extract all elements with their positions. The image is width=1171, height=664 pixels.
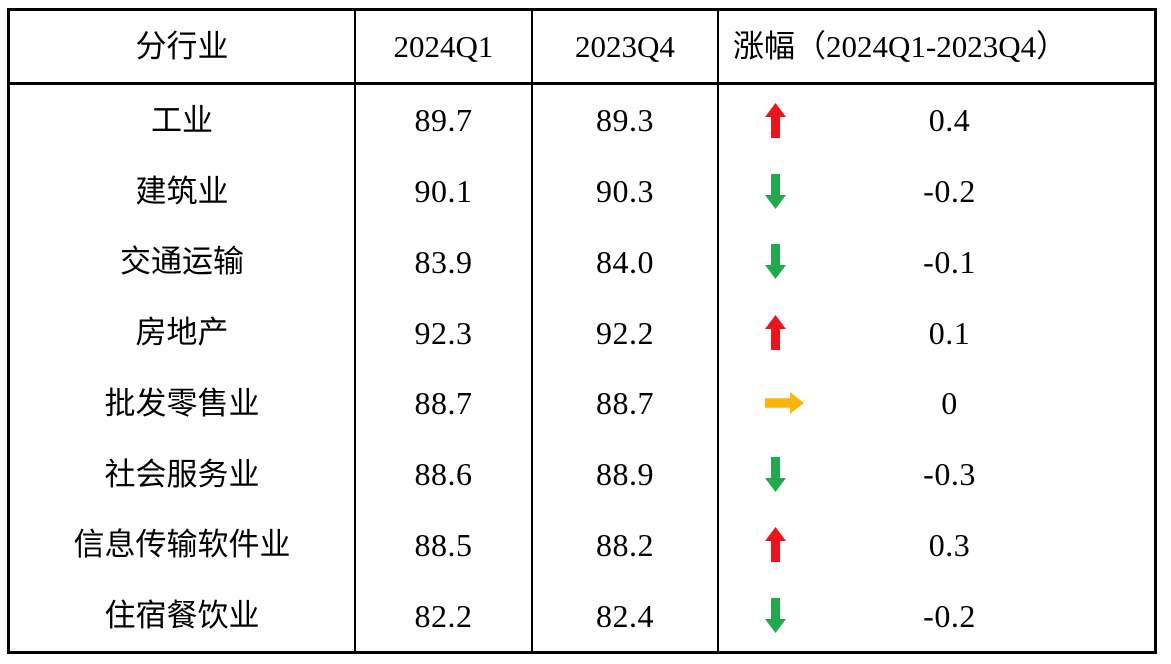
value-2024q1: 92.3 — [356, 297, 533, 368]
industry-label: 住宿餐饮业 — [10, 580, 356, 651]
change-value: -0.3 — [923, 456, 976, 493]
change-value: 0.1 — [928, 314, 971, 351]
arrow-slot — [765, 315, 805, 351]
table-row: 建筑业 90.1 90.3 -0.2 — [10, 155, 1154, 227]
change-cell: 0.4 — [719, 85, 1154, 156]
change-value: -0.2 — [923, 173, 976, 210]
down-arrow-icon — [765, 244, 786, 280]
table-row: 房地产 92.3 92.2 0.1 — [10, 297, 1154, 368]
header-2023q4: 2023Q4 — [533, 11, 719, 82]
value-2023q4: 84.0 — [533, 226, 719, 298]
table-row: 信息传输软件业 88.5 88.2 0.3 — [10, 509, 1154, 581]
change-value: 0.3 — [928, 526, 971, 563]
arrow-slot — [765, 244, 805, 280]
table-row: 社会服务业 88.6 88.9 -0.3 — [10, 438, 1154, 510]
change-cell: -0.2 — [719, 156, 1154, 227]
change-cell: -0.1 — [719, 227, 1154, 298]
header-2024q1: 2024Q1 — [356, 11, 533, 82]
right-arrow-icon — [765, 392, 804, 415]
change-value: -0.1 — [923, 243, 976, 280]
value-2023q4: 89.3 — [533, 85, 719, 156]
industry-label: 信息传输软件业 — [10, 509, 356, 581]
change-value: -0.2 — [923, 597, 976, 634]
up-arrow-icon — [765, 315, 786, 351]
arrow-slot — [765, 598, 805, 634]
change-value: 0.4 — [928, 102, 971, 139]
arrow-slot — [765, 527, 805, 563]
down-arrow-icon — [765, 173, 786, 209]
change-value: 0 — [941, 385, 958, 422]
up-arrow-icon — [765, 102, 786, 138]
industry-label: 房地产 — [10, 297, 356, 368]
arrow-slot — [765, 173, 805, 209]
value-2023q4: 92.2 — [533, 297, 719, 368]
arrow-slot — [765, 392, 805, 415]
header-change: 涨幅（2024Q1-2023Q4） — [733, 29, 1068, 64]
table-header-row: 分行业 2024Q1 2023Q4 涨幅（2024Q1-2023Q4） — [10, 11, 1154, 85]
value-2024q1: 90.1 — [356, 155, 533, 227]
value-2024q1: 82.2 — [356, 580, 533, 651]
industry-label: 工业 — [10, 85, 356, 156]
value-2024q1: 89.7 — [356, 85, 533, 156]
value-2023q4: 88.9 — [533, 438, 719, 510]
industry-label: 社会服务业 — [10, 438, 356, 510]
industry-label: 建筑业 — [10, 155, 356, 227]
table-row: 工业 89.7 89.3 0.4 — [10, 85, 1154, 156]
value-2023q4: 88.2 — [533, 509, 719, 581]
change-cell: 0.3 — [719, 510, 1154, 581]
value-2024q1: 88.7 — [356, 368, 533, 439]
change-cell: 0.1 — [719, 297, 1154, 368]
value-2023q4: 82.4 — [533, 580, 719, 651]
value-2024q1: 88.5 — [356, 509, 533, 581]
industry-label: 交通运输 — [10, 226, 356, 298]
table-row: 交通运输 83.9 84.0 -0.1 — [10, 226, 1154, 298]
down-arrow-icon — [765, 456, 786, 492]
up-arrow-icon — [765, 527, 786, 563]
down-arrow-icon — [765, 598, 786, 634]
industry-label: 批发零售业 — [10, 368, 356, 439]
change-cell: -0.2 — [719, 580, 1154, 651]
value-2024q1: 83.9 — [356, 226, 533, 298]
table-row: 批发零售业 88.7 88.7 0 — [10, 368, 1154, 439]
industry-index-table: 分行业 2024Q1 2023Q4 涨幅（2024Q1-2023Q4） 工业 8… — [7, 8, 1157, 654]
value-2024q1: 88.6 — [356, 438, 533, 510]
value-2023q4: 88.7 — [533, 368, 719, 439]
value-2023q4: 90.3 — [533, 155, 719, 227]
change-cell: 0 — [719, 368, 1154, 439]
arrow-slot — [765, 102, 805, 138]
header-industry: 分行业 — [10, 11, 356, 82]
arrow-slot — [765, 456, 805, 492]
change-cell: -0.3 — [719, 439, 1154, 510]
table-row: 住宿餐饮业 82.2 82.4 -0.2 — [10, 580, 1154, 651]
